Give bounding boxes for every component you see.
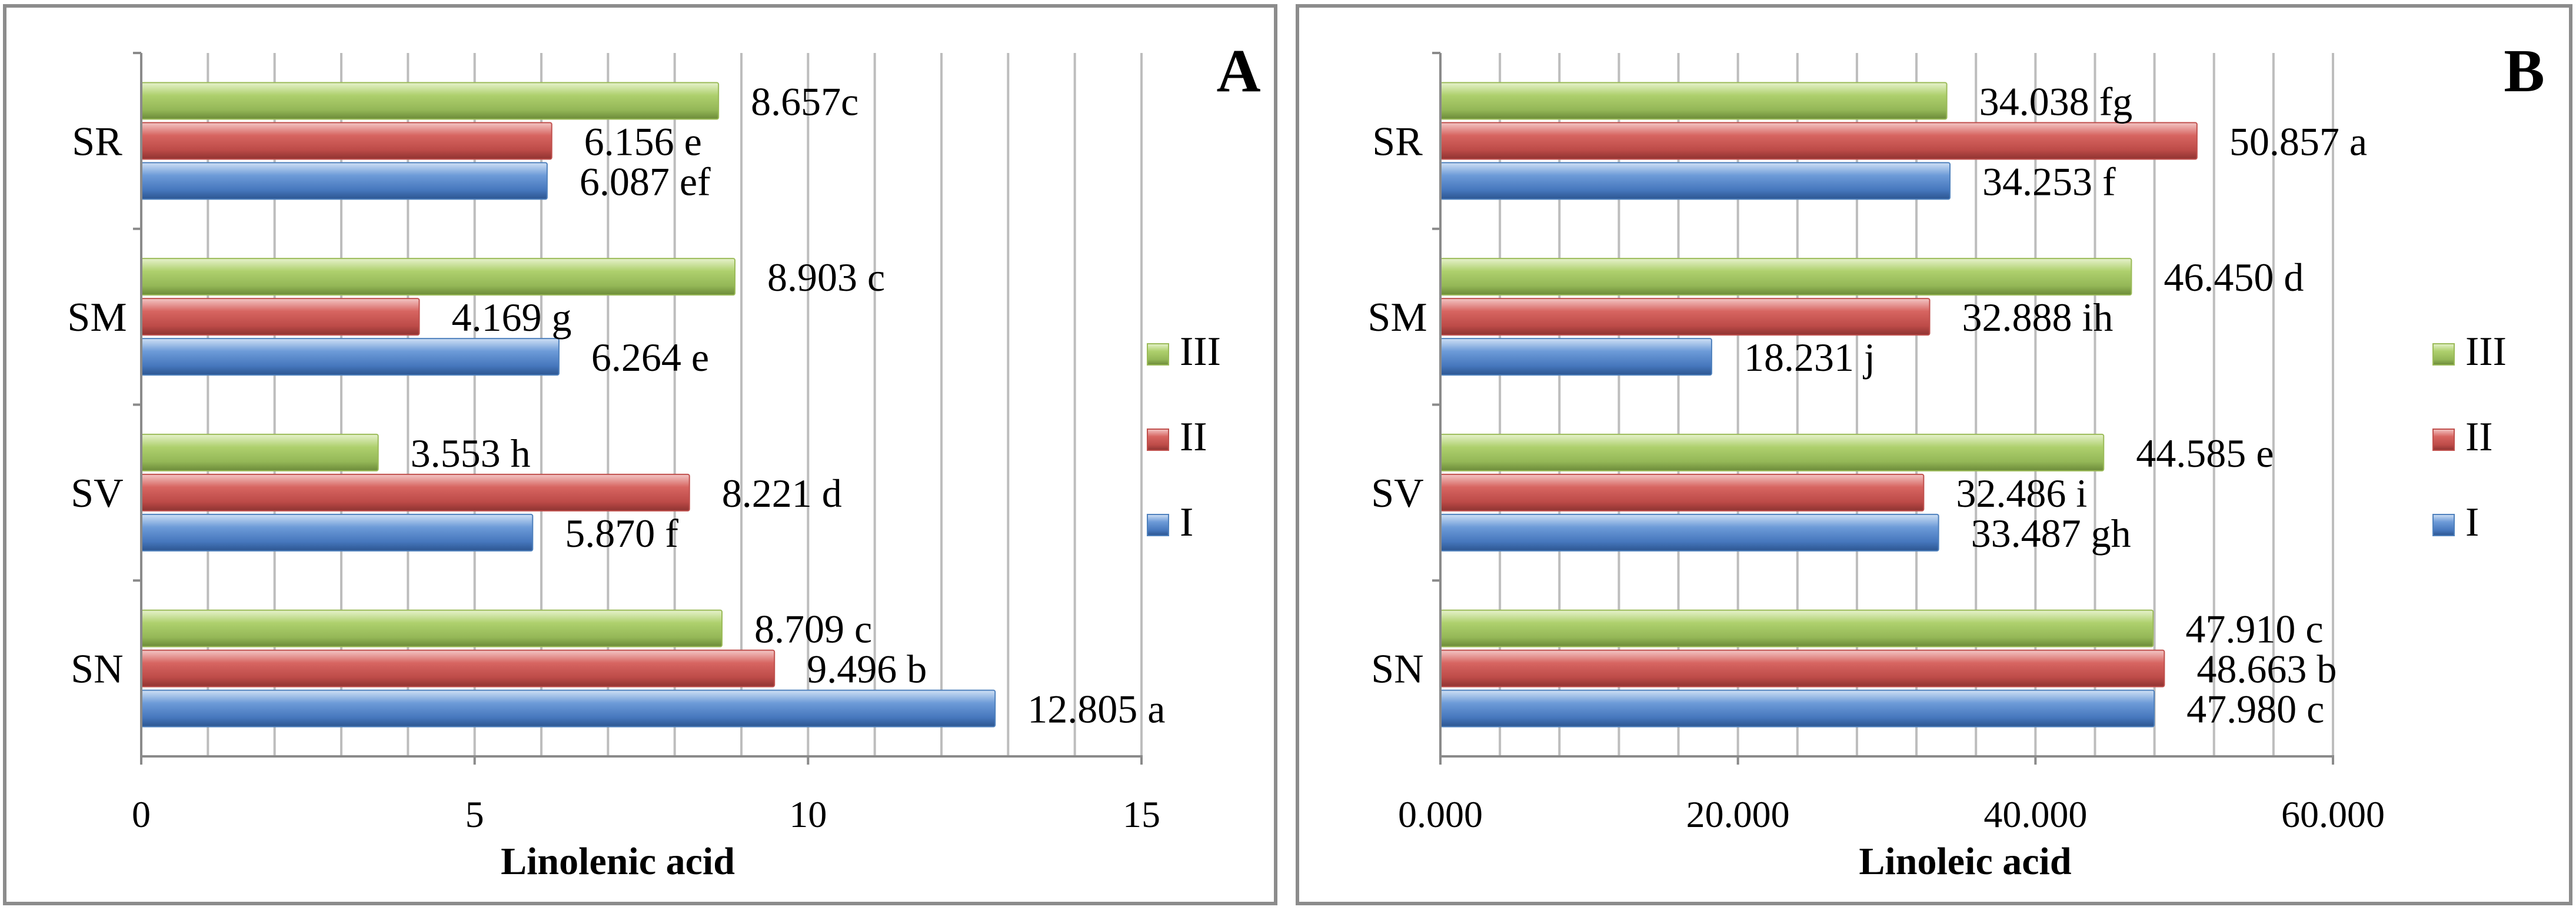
- panel-a-category-label-sn: SN: [71, 647, 123, 692]
- panel-a-legend-label-i: I: [1180, 500, 1193, 545]
- panel-b-x-tick-label: 20.000: [1686, 793, 1790, 835]
- panel-b-data-label-sm-iii: 46.450 d: [2164, 255, 2304, 300]
- panel-b-data-label-sv-iii: 44.585 e: [2136, 431, 2274, 476]
- panel-a-category-labels: SN SV SM SR: [67, 119, 127, 692]
- panel-a-category-label-sm: SM: [67, 295, 127, 340]
- panel-a-legend-label-iii: III: [1180, 329, 1221, 374]
- panel-b-legend-swatch-iii: [2432, 343, 2455, 366]
- panel-b-data-label-sv-ii: 32.486 i: [1956, 471, 2087, 516]
- panel-b-bar-sv-iii: [1440, 433, 2105, 471]
- panel-b-data-label-sv-i: 33.487 gh: [1971, 511, 2131, 556]
- panel-b-axes: [1432, 52, 2334, 765]
- panel-b-x-axis-title: Linoleic acid: [1859, 840, 2071, 883]
- panel-a-bar-sv-ii: [141, 473, 690, 512]
- panel-b-legend-label-i: I: [2465, 500, 2479, 545]
- panel-b-bar-sm-iii: [1440, 258, 2132, 296]
- panel-a-bar-sm-iii: [141, 258, 736, 296]
- panel-b-letter: B: [2504, 37, 2544, 105]
- panel-b-bar-sv-i: [1440, 513, 1939, 552]
- panel-a-bar-sv-iii: [141, 433, 379, 471]
- panel-a-legend-swatch-i: [1147, 514, 1169, 536]
- panel-a-bar-sr-ii: [141, 122, 553, 160]
- panel-b-data-label-sm-ii: 32.888 ih: [1962, 295, 2114, 340]
- panel-a-data-label-sr-ii: 6.156 e: [584, 119, 702, 164]
- panel-b-data-labels: 47.980 c48.663 b47.910 c 33.487 gh32.486 …: [1744, 79, 2367, 731]
- panel-a-axes: [133, 52, 1143, 765]
- panel-a-bar-sn-i: [141, 689, 996, 728]
- panel-b-data-label-sr-i: 34.253 f: [1982, 159, 2116, 204]
- panel-b-category-label-sr: SR: [1372, 119, 1423, 164]
- panel-b-category-label-sn: SN: [1371, 647, 1423, 692]
- panel-b-data-label-sr-iii: 34.038 fg: [1979, 79, 2133, 124]
- panel-b-x-tick-label: 40.000: [1983, 793, 2087, 835]
- panel-b-data-label-sm-i: 18.231 j: [1744, 335, 1875, 380]
- panel-b-bar-sm-i: [1440, 338, 1712, 376]
- panel-b-legend-swatch-ii: [2432, 429, 2455, 451]
- panel-a-bar-sr-iii: [141, 82, 720, 120]
- panel-a-x-tick-label: 10: [789, 793, 827, 835]
- panel-a-bar-sr-i: [141, 162, 548, 200]
- panel-a-data-label-sm-iii: 8.903 c: [767, 255, 885, 300]
- panel-b: 0.000 20.000 40.000 60.000 SN SV SM SR 47.980 …: [1296, 4, 2572, 905]
- panel-a-bar-sm-i: [141, 338, 560, 376]
- panel-b-legend-label-iii: III: [2465, 329, 2507, 374]
- panel-b-bar-sr-iii: [1440, 82, 1948, 120]
- panel-b-data-label-sn-iii: 47.910 c: [2185, 607, 2323, 652]
- panel-b-bar-sr-ii: [1440, 122, 2198, 160]
- panel-a-bars: [141, 82, 996, 728]
- panel-a-bar-sv-i: [141, 513, 534, 552]
- panel-a: 0 5 10 15 SN SV SM SR 12.805 a 9.496 b8.709 c 5.…: [3, 4, 1277, 905]
- panel-a-x-tick-label: 0: [132, 793, 151, 835]
- panel-b-bar-sn-ii: [1440, 649, 2165, 688]
- panel-a-legend-swatch-ii: [1147, 429, 1169, 451]
- panel-a-data-label-sn-iii: 8.709 c: [754, 607, 872, 652]
- panel-b-x-tick-label: 0.000: [1398, 793, 1483, 835]
- panel-a-data-label-sv-iii: 3.553 h: [411, 431, 531, 476]
- panel-b-bar-sv-ii: [1440, 473, 1925, 512]
- panel-b-data-label-sn-i: 47.980 c: [2186, 687, 2324, 732]
- panel-a-data-label-sr-i: 6.087 ef: [580, 159, 711, 204]
- panel-a-bar-sn-iii: [141, 609, 723, 647]
- panel-b-category-label-sv: SV: [1371, 471, 1423, 516]
- panel-a-data-label-sv-ii: 8.221 d: [722, 471, 842, 516]
- panel-b-bar-sr-i: [1440, 162, 1951, 200]
- panel-b-bars: [1440, 82, 2198, 728]
- panel-b-category-labels: SN SV SM SR: [1367, 119, 1427, 692]
- panel-a-data-label-sr-iii: 8.657c: [751, 79, 858, 124]
- panel-b-legend-label-ii: II: [2465, 414, 2493, 460]
- panel-a-category-label-sr: SR: [72, 119, 122, 164]
- panel-a-category-label-sv: SV: [71, 471, 123, 516]
- panel-b-bar-sn-i: [1440, 689, 2155, 728]
- panel-b-legend-swatch-i: [2432, 514, 2455, 536]
- panel-a-legend-label-ii: II: [1180, 414, 1207, 460]
- panel-a-data-label-sn-ii: 9.496 b: [807, 647, 927, 692]
- panel-b-data-label-sr-ii: 50.857 a: [2229, 119, 2367, 164]
- panel-a-data-label-sn-i: 12.805 a: [1027, 687, 1165, 732]
- panel-a-bar-sn-ii: [141, 649, 776, 688]
- panel-b-x-tick-label: 60.000: [2281, 793, 2385, 835]
- panel-a-x-axis-title: Linolenic acid: [501, 840, 735, 883]
- panel-a-legend-swatch-iii: [1147, 343, 1169, 366]
- panel-a-data-labels: 12.805 a 9.496 b8.709 c 5.870 f 8.221 d 3.55…: [411, 79, 1166, 731]
- panel-a-data-label-sv-i: 5.870 f: [565, 511, 678, 556]
- panel-a-letter: A: [1216, 37, 1260, 105]
- panel-b-category-label-sm: SM: [1367, 295, 1427, 340]
- panel-b-bar-sn-iii: [1440, 609, 2154, 647]
- panel-b-data-label-sn-ii: 48.663 b: [2196, 647, 2337, 692]
- panel-b-bar-sm-ii: [1440, 298, 1931, 336]
- panel-a-data-label-sm-ii: 4.169 g: [451, 295, 571, 340]
- panel-a-data-label-sm-i: 6.264 e: [591, 335, 709, 380]
- panel-a-tick-labels: 0 5 10 15: [132, 793, 1160, 835]
- panel-b-tick-labels: 0.000 20.000 40.000 60.000: [1398, 793, 2385, 835]
- panel-a-bar-sm-ii: [141, 298, 420, 336]
- panel-a-x-tick-label: 15: [1123, 793, 1160, 835]
- panel-a-x-tick-label: 5: [465, 793, 484, 835]
